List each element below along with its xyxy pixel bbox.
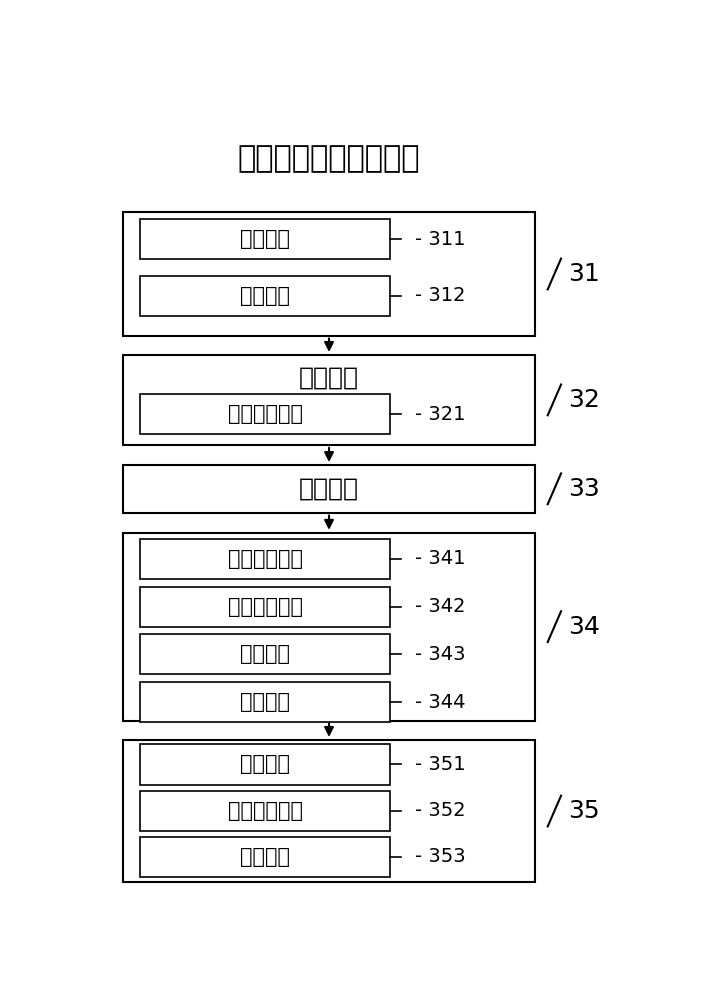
Text: 处理模块: 处理模块 <box>240 847 290 867</box>
Text: 规划模块: 规划模块 <box>240 286 290 306</box>
Text: 32: 32 <box>569 388 600 412</box>
Bar <box>140 791 391 831</box>
Text: 计算单元: 计算单元 <box>299 366 359 390</box>
Bar <box>140 276 391 316</box>
Text: - 351: - 351 <box>415 755 466 774</box>
Bar <box>123 212 535 882</box>
Bar <box>123 465 535 513</box>
Bar <box>140 394 391 434</box>
Text: - 311: - 311 <box>415 230 466 249</box>
Text: 建模单元: 建模单元 <box>299 751 359 775</box>
Text: 多无人机轨迹优化方法: 多无人机轨迹优化方法 <box>238 144 420 173</box>
Text: 第二定义模块: 第二定义模块 <box>228 801 302 821</box>
Text: 生成模块: 生成模块 <box>240 692 290 712</box>
Bar <box>123 212 535 336</box>
Text: - 343: - 343 <box>415 645 466 664</box>
Bar <box>140 634 391 674</box>
Text: 第二约束模块: 第二约束模块 <box>228 597 302 617</box>
Text: 合并单元: 合并单元 <box>299 477 359 501</box>
Text: 34: 34 <box>569 615 600 639</box>
Text: - 321: - 321 <box>415 405 466 424</box>
Bar <box>140 682 391 722</box>
Text: - 341: - 341 <box>415 549 466 568</box>
Text: 33: 33 <box>569 477 600 501</box>
Text: - 342: - 342 <box>415 597 466 616</box>
Text: 优化模块: 优化模块 <box>240 644 290 664</box>
Text: - 312: - 312 <box>415 286 466 305</box>
Text: - 344: - 344 <box>415 693 466 712</box>
Text: 生成单元: 生成单元 <box>299 544 359 568</box>
Bar <box>123 533 535 721</box>
Text: 31: 31 <box>569 262 600 286</box>
Bar <box>123 355 535 445</box>
Bar <box>140 837 391 877</box>
Text: 第一定义模块: 第一定义模块 <box>228 404 302 424</box>
Text: 建模模块: 建模模块 <box>240 754 290 774</box>
Bar <box>140 539 391 579</box>
Text: 第一约束模块: 第一约束模块 <box>228 549 302 569</box>
Bar <box>140 744 391 785</box>
Text: - 353: - 353 <box>415 847 466 866</box>
Text: 设置模块: 设置模块 <box>240 229 290 249</box>
Bar <box>123 740 535 882</box>
Text: 35: 35 <box>569 799 600 823</box>
Text: 规划单元: 规划单元 <box>299 224 359 247</box>
Bar <box>140 219 391 259</box>
Bar <box>140 587 391 627</box>
Text: - 352: - 352 <box>415 801 466 820</box>
